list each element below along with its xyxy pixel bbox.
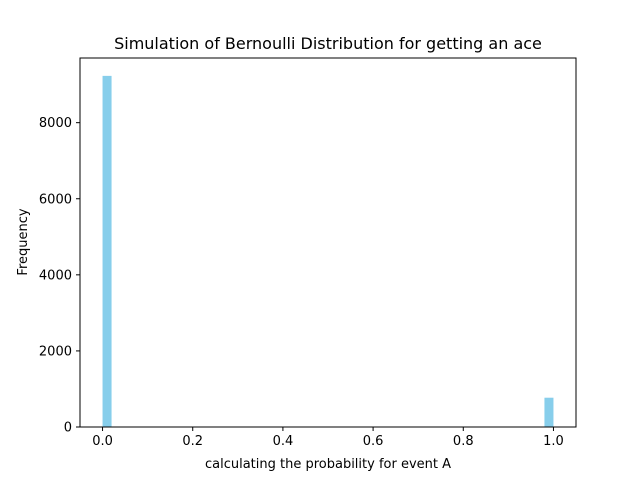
- y-tick-label: 6000: [39, 192, 72, 207]
- x-tick-label: 0.0: [92, 434, 113, 449]
- x-tick-label: 0.6: [363, 434, 384, 449]
- chart-title: Simulation of Bernoulli Distribution for…: [114, 34, 542, 53]
- y-tick-label: 8000: [39, 116, 72, 131]
- y-tick-label: 2000: [39, 344, 72, 359]
- y-axis-ticks: 0 2000 4000 6000 8000: [39, 116, 80, 436]
- x-tick-label: 1.0: [543, 434, 564, 449]
- plot-area-frame: [79, 57, 577, 428]
- y-tick-label: 0: [64, 421, 72, 436]
- y-axis-label: Frequency: [16, 208, 31, 275]
- x-axis-label: calculating the probability for event A: [205, 457, 451, 472]
- y-tick-label: 4000: [39, 268, 72, 283]
- histogram-bar-0: [102, 75, 112, 427]
- x-tick-label: 0.2: [182, 434, 203, 449]
- bars-group: [102, 75, 554, 427]
- histogram-bar-1: [544, 397, 554, 427]
- x-axis-ticks: 0.0 0.2 0.4 0.6 0.8 1.0: [92, 427, 564, 449]
- x-tick-label: 0.4: [273, 434, 294, 449]
- x-tick-label: 0.8: [453, 434, 474, 449]
